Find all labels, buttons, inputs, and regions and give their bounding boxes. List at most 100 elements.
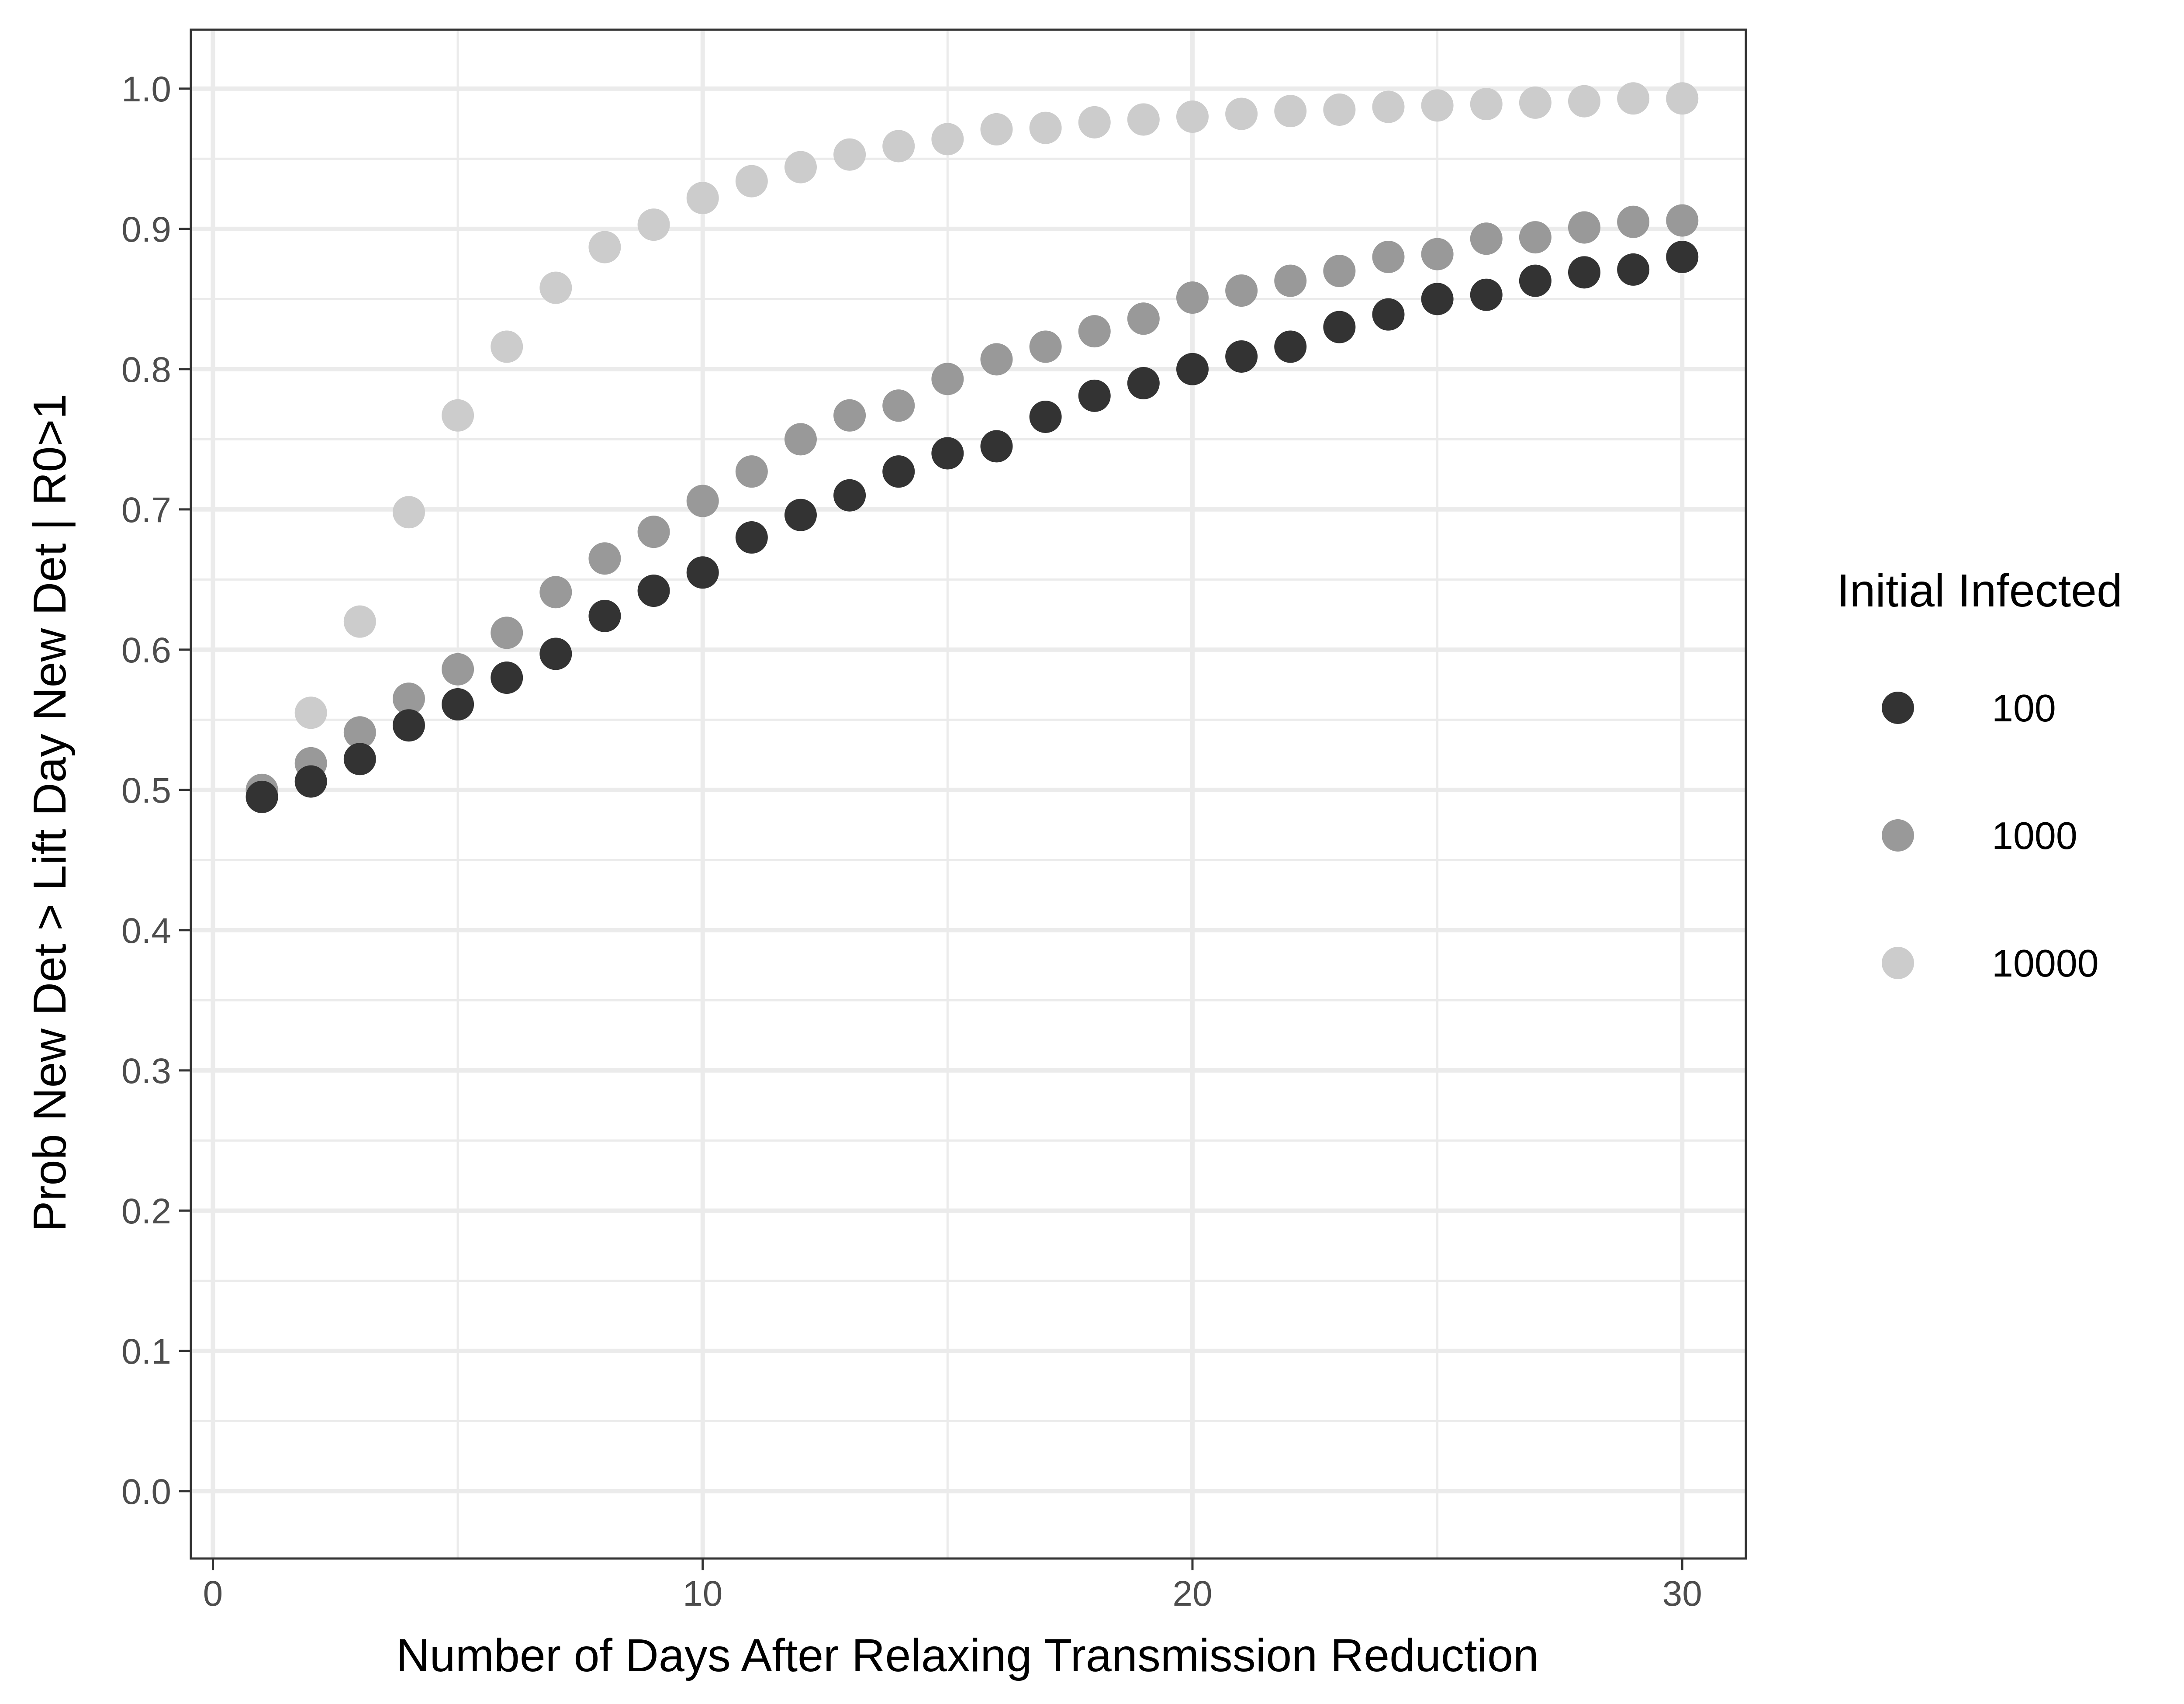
data-point-series-100 xyxy=(931,437,964,470)
data-point-series-1000 xyxy=(931,363,964,395)
legend-key-10000 xyxy=(1882,947,1914,979)
data-point-series-10000 xyxy=(1470,88,1503,121)
data-point-series-1000 xyxy=(1421,238,1454,270)
data-point-series-1000 xyxy=(686,485,719,517)
data-point-series-10000 xyxy=(686,182,719,215)
data-point-series-100 xyxy=(882,455,915,488)
data-point-series-10000 xyxy=(637,208,670,241)
data-point-series-10000 xyxy=(784,151,817,184)
data-point-series-100 xyxy=(1519,264,1552,297)
data-point-series-1000 xyxy=(1225,274,1258,307)
data-point-series-10000 xyxy=(1225,97,1258,130)
data-point-series-1000 xyxy=(343,716,376,749)
data-point-series-100 xyxy=(980,430,1013,463)
data-point-series-10000 xyxy=(1519,86,1552,119)
data-point-series-100 xyxy=(442,688,474,721)
legend-key-100 xyxy=(1882,692,1914,724)
x-tick-label: 10 xyxy=(683,1574,722,1614)
data-point-series-10000 xyxy=(882,130,915,163)
data-point-series-100 xyxy=(1176,353,1209,385)
data-point-series-1000 xyxy=(1127,302,1160,335)
data-point-series-10000 xyxy=(442,399,474,432)
data-point-series-10000 xyxy=(1617,82,1650,115)
data-point-series-10000 xyxy=(1078,106,1111,139)
data-point-series-1000 xyxy=(442,653,474,686)
data-point-series-100 xyxy=(686,556,719,589)
data-point-series-1000 xyxy=(1666,204,1699,237)
data-point-series-100 xyxy=(294,765,327,798)
data-point-series-1000 xyxy=(1568,211,1600,244)
y-tick-label: 1.0 xyxy=(121,69,171,109)
y-tick-label: 0.4 xyxy=(121,911,171,951)
x-axis-title: Number of Days After Relaxing Transmissi… xyxy=(396,1630,1539,1681)
data-point-series-1000 xyxy=(784,423,817,456)
y-axis-title: Prob New Det > Lift Day New Det | R0>1 xyxy=(24,394,76,1232)
data-point-series-100 xyxy=(1029,400,1062,433)
data-point-series-10000 xyxy=(392,496,425,529)
data-point-series-10000 xyxy=(588,231,621,263)
legend-label-100: 100 xyxy=(1992,686,2056,730)
data-point-series-100 xyxy=(1225,340,1258,373)
data-point-series-1000 xyxy=(588,542,621,575)
panel-border xyxy=(190,28,1747,1560)
y-tick-label: 0.6 xyxy=(121,630,171,670)
data-point-series-10000 xyxy=(539,271,572,304)
legend-label-10000: 10000 xyxy=(1992,942,2099,985)
data-point-series-100 xyxy=(245,780,278,813)
data-point-series-10000 xyxy=(491,330,523,363)
data-point-series-1000 xyxy=(1470,222,1503,255)
data-point-series-10000 xyxy=(833,138,866,171)
data-point-series-100 xyxy=(637,575,670,607)
data-point-series-1000 xyxy=(882,389,915,422)
data-point-series-100 xyxy=(1127,367,1160,399)
data-point-series-10000 xyxy=(931,123,964,156)
legend-title: Initial Infected xyxy=(1837,565,2122,616)
data-point-series-1000 xyxy=(1176,281,1209,314)
data-point-series-100 xyxy=(784,499,817,531)
data-point-series-10000 xyxy=(1127,103,1160,136)
data-point-series-10000 xyxy=(1372,90,1405,123)
data-point-series-100 xyxy=(1568,256,1600,289)
data-point-series-100 xyxy=(1617,253,1650,286)
data-point-series-100 xyxy=(1666,241,1699,274)
data-point-series-1000 xyxy=(539,576,572,609)
y-tick-label: 0.1 xyxy=(121,1332,171,1372)
data-point-series-10000 xyxy=(294,696,327,729)
x-tick-label: 30 xyxy=(1662,1574,1702,1614)
data-point-series-100 xyxy=(735,521,768,554)
y-tick-label: 0.9 xyxy=(121,210,171,249)
data-point-series-100 xyxy=(1421,283,1454,315)
data-point-series-10000 xyxy=(1029,111,1062,144)
x-tick-label: 0 xyxy=(203,1574,223,1614)
data-point-series-100 xyxy=(539,637,572,670)
y-tick-label: 0.0 xyxy=(121,1472,171,1512)
legend: 100 1000 10000 xyxy=(1882,686,2099,985)
data-point-series-1000 xyxy=(1274,264,1307,297)
data-point-series-100 xyxy=(343,743,376,776)
data-point-series-1000 xyxy=(980,343,1013,376)
data-point-series-100 xyxy=(491,662,523,694)
plot-area: 0 10 20 30 0.0 0.1 0.2 0.3 0.4 0.5 0.6 0.7 0.8 0.9 1.0 xyxy=(121,28,1747,1614)
data-point-series-10000 xyxy=(1274,95,1307,128)
y-tick-label: 0.7 xyxy=(121,490,171,530)
x-tick-label: 20 xyxy=(1172,1574,1212,1614)
data-point-series-100 xyxy=(1274,330,1307,363)
legend-label-1000: 1000 xyxy=(1992,814,2077,857)
data-point-series-10000 xyxy=(735,165,768,197)
data-point-series-100 xyxy=(833,479,866,512)
data-point-series-1000 xyxy=(491,616,523,649)
data-point-series-10000 xyxy=(1323,93,1356,126)
legend-key-1000 xyxy=(1882,819,1914,852)
y-tick-label: 0.2 xyxy=(121,1191,171,1231)
data-point-series-100 xyxy=(588,599,621,632)
data-point-series-1000 xyxy=(833,399,866,432)
data-point-series-1000 xyxy=(1617,205,1650,238)
y-tick-label: 0.8 xyxy=(121,350,171,390)
data-point-series-100 xyxy=(1078,379,1111,412)
data-point-series-10000 xyxy=(343,605,376,638)
data-point-series-1000 xyxy=(637,516,670,548)
data-point-series-1000 xyxy=(1372,241,1405,274)
data-point-series-10000 xyxy=(1666,82,1699,115)
